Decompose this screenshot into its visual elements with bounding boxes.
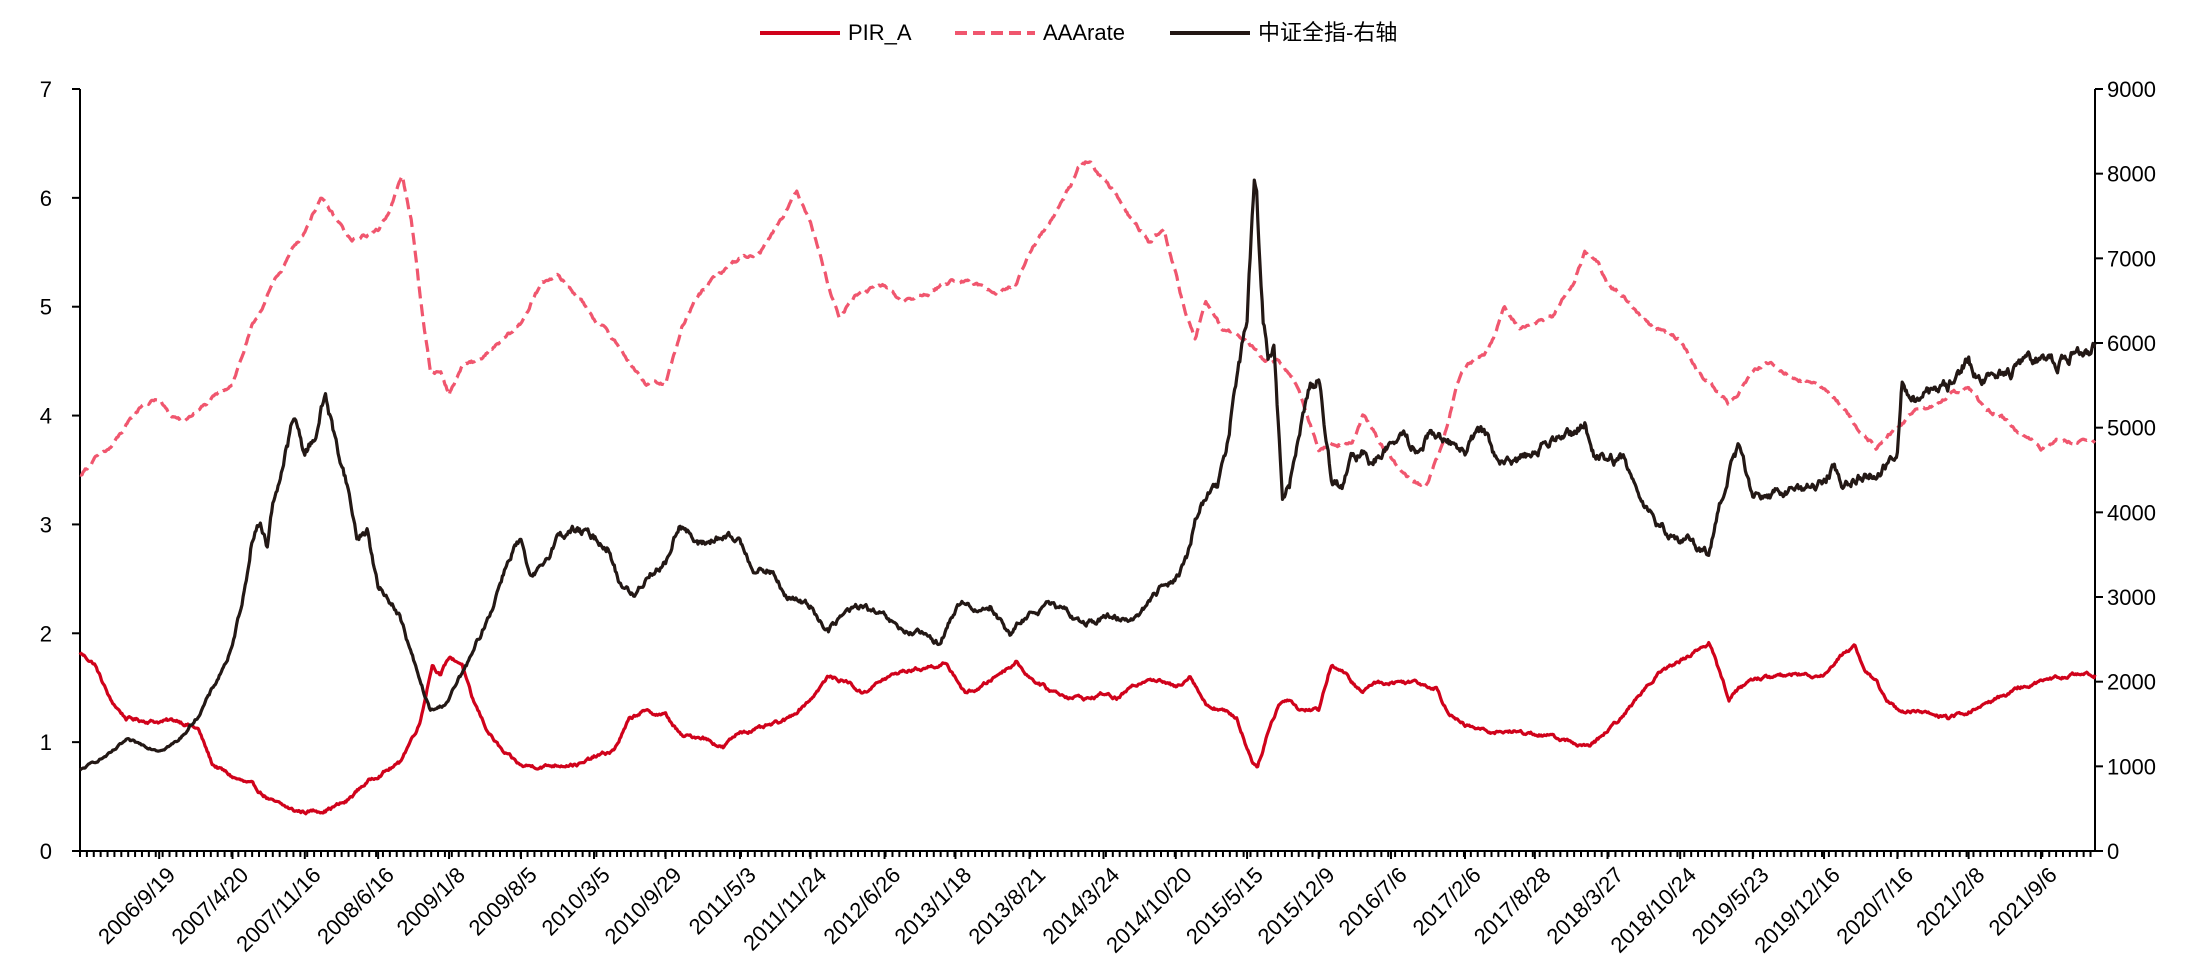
x-tick-label: 2009/8/5 [464, 862, 542, 940]
left-y-tick-label: 0 [40, 839, 52, 864]
left-y-tick-label: 1 [40, 730, 52, 755]
x-tick-label: 2016/7/6 [1334, 862, 1412, 940]
left-y-tick-label: 6 [40, 186, 52, 211]
legend: PIR_A AAArate 中证全指-右轴 [760, 20, 1397, 45]
x-tick-label: 2008/6/16 [312, 862, 399, 949]
series-line-pir-a [78, 641, 2097, 816]
legend-label-csi-all-share: 中证全指-右轴 [1258, 20, 1397, 45]
right-y-tick-label: 6000 [2107, 331, 2156, 356]
x-tick-label: 2010/9/29 [600, 862, 687, 949]
left-y-tick-label: 3 [40, 512, 52, 537]
legend-label-pir-a: PIR_A [848, 20, 912, 45]
right-y-tick-label: 1000 [2107, 754, 2156, 779]
x-tick-label: 2021/9/6 [1984, 862, 2062, 940]
right-y-tick-label: 2000 [2107, 670, 2156, 695]
right-y-tick-label: 8000 [2107, 162, 2156, 187]
right-y-ticks: 0 1000 2000 3000 4000 5000 6000 7000 8000 9000 [2095, 77, 2156, 864]
right-y-tick-label: 5000 [2107, 416, 2156, 441]
x-tick-label: 2021/2/8 [1911, 862, 1989, 940]
axes [79, 89, 2096, 852]
series-layer [78, 160, 2097, 816]
left-y-tick-label: 4 [40, 404, 52, 429]
x-tick-label: 2015/12/9 [1253, 862, 1340, 949]
series-line-aaarate [79, 160, 2097, 488]
x-ticks: 2006/9/192007/4/202007/11/162008/6/16200… [79, 851, 2092, 958]
legend-label-aaarate: AAArate [1043, 20, 1125, 45]
right-y-tick-label: 4000 [2107, 500, 2156, 525]
left-y-ticks: 0 1 2 3 4 5 6 7 [40, 77, 80, 864]
x-tick-label: 2013/8/21 [963, 862, 1050, 949]
series-line-csi-all-share [78, 178, 2097, 772]
left-y-tick-label: 5 [40, 295, 52, 320]
right-y-tick-label: 7000 [2107, 246, 2156, 271]
right-y-tick-label: 0 [2107, 839, 2119, 864]
x-tick-label: 2017/8/28 [1469, 862, 1556, 949]
x-tick-label: 2012/6/26 [819, 862, 906, 949]
right-y-tick-label: 3000 [2107, 585, 2156, 610]
x-tick-label: 2009/1/8 [392, 862, 470, 940]
x-tick-label: 2013/1/18 [889, 862, 976, 949]
x-tick-label: 2015/5/15 [1181, 862, 1268, 949]
left-y-tick-label: 7 [40, 77, 52, 102]
x-tick-label: 2006/9/19 [93, 862, 180, 949]
x-tick-label: 2020/7/16 [1831, 862, 1918, 949]
right-y-tick-label: 9000 [2107, 77, 2156, 102]
left-y-tick-label: 2 [40, 621, 52, 646]
